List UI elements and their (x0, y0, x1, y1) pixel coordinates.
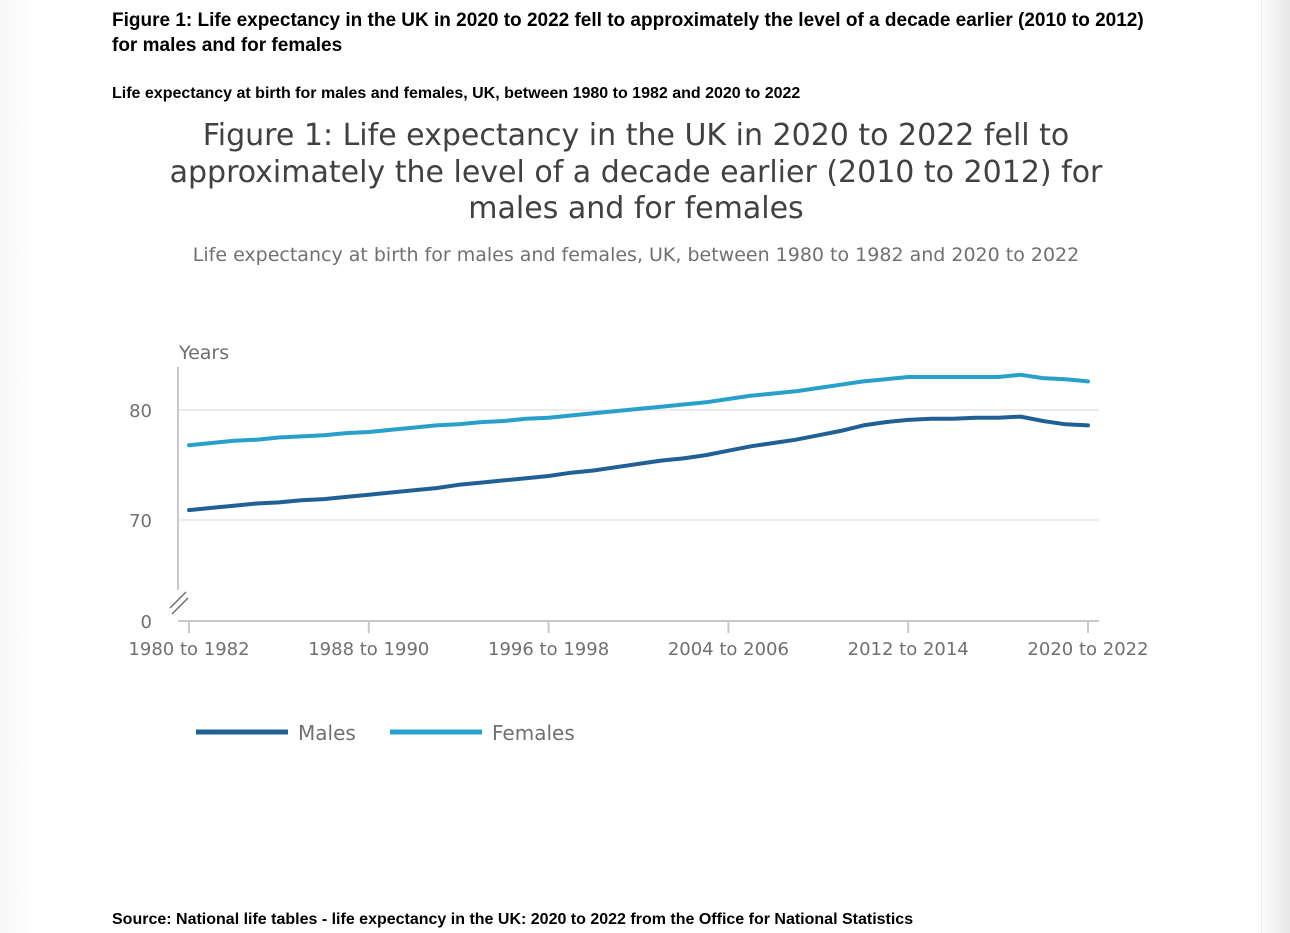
y-tick-label-0: 0 (141, 612, 152, 633)
axis-break-icon (169, 591, 189, 615)
x-tick-label: 1996 to 1998 (488, 639, 609, 660)
chart-title: Figure 1: Life expectancy in the UK in 2… (170, 118, 1103, 226)
x-tick-label: 2004 to 2006 (668, 639, 789, 660)
series-line-females (187, 372, 1090, 448)
y-tick-label-70: 70 (129, 511, 152, 532)
x-tick-label: 1980 to 1982 (128, 639, 249, 660)
series-lines (187, 372, 1090, 513)
x-axis-ticks: 1980 to 1982 1988 to 1990 1996 to 1998 2004… (128, 621, 1149, 660)
document-subtitle: Life expectancy at birth for males and f… (112, 85, 801, 102)
chart-title-line-3: males and for females (468, 191, 803, 226)
legend-label-males: Males (298, 721, 356, 745)
x-tick-label: 2020 to 2022 (1027, 639, 1148, 660)
y-axis-ticks: 0 70 80 (129, 401, 152, 633)
x-tick-label: 1988 to 1990 (308, 639, 429, 660)
y-tick-label-80: 80 (129, 401, 152, 422)
page-edge-right (1261, 0, 1290, 933)
chart-title-line-2: approximately the level of a decade earl… (170, 155, 1103, 190)
document-title: Figure 1: Life expectancy in the UK in 2… (112, 10, 1144, 56)
page-edge-left (0, 0, 28, 933)
y-axis-label: Years (178, 342, 229, 364)
chart-title-line-1: Figure 1: Life expectancy in the UK in 2… (203, 118, 1070, 153)
source-note: Source: National life tables - life expe… (112, 911, 914, 928)
series-line-males (187, 414, 1090, 513)
legend-label-females: Females (492, 721, 575, 745)
x-tick-label: 2012 to 2014 (848, 639, 969, 660)
legend: Males Females (196, 721, 575, 745)
chart-subtitle: Life expectancy at birth for males and f… (193, 244, 1079, 266)
